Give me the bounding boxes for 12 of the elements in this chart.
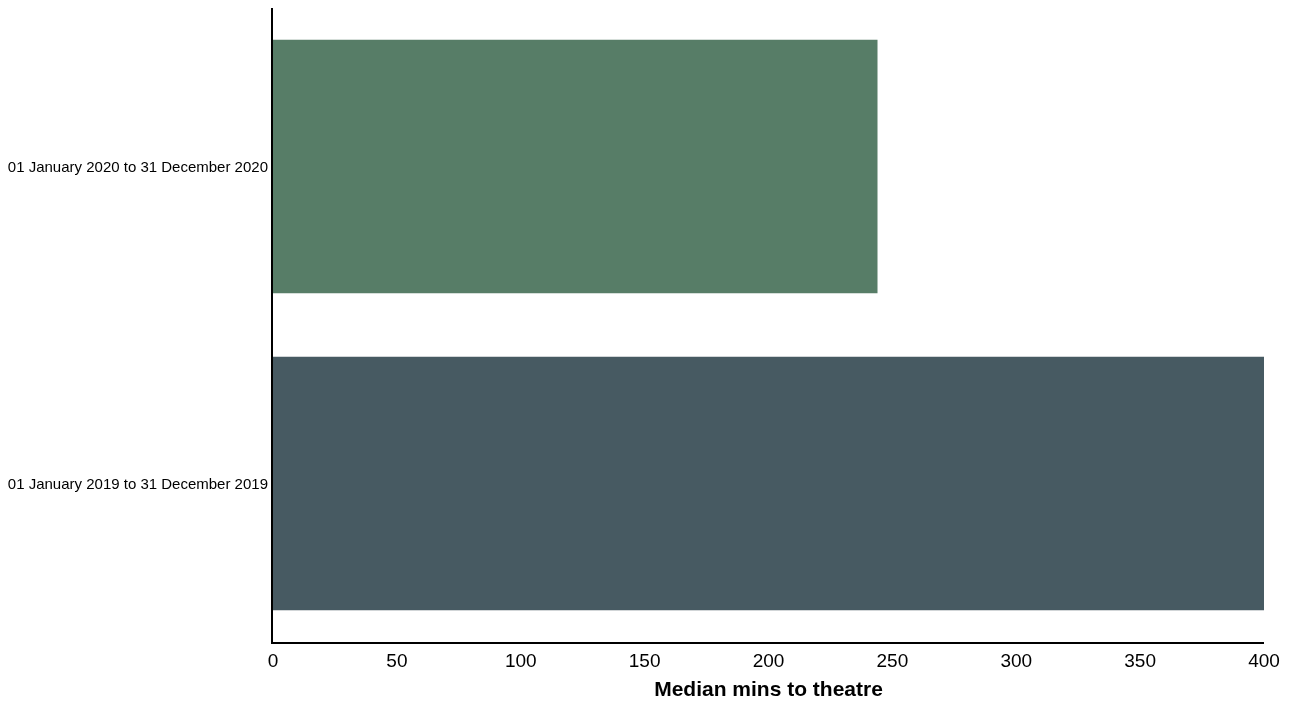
- y-tick-label: 01 January 2020 to 31 December 2020: [7, 157, 268, 175]
- x-axis-title: Median mins to theatre: [654, 677, 883, 701]
- x-tick-label: 0: [267, 649, 279, 671]
- x-tick-label: 400: [1248, 649, 1280, 671]
- x-tick-label: 200: [752, 649, 785, 671]
- x-tick-label: 350: [1124, 649, 1156, 671]
- x-tick-label: 150: [628, 649, 661, 671]
- x-tick-label: 50: [386, 649, 408, 671]
- x-tick-label: 100: [504, 649, 537, 671]
- y-tick-label: 01 January 2019 to 31 December 2019: [7, 474, 268, 492]
- x-tick-label: 250: [876, 649, 909, 671]
- x-tick-label: 300: [1000, 649, 1033, 671]
